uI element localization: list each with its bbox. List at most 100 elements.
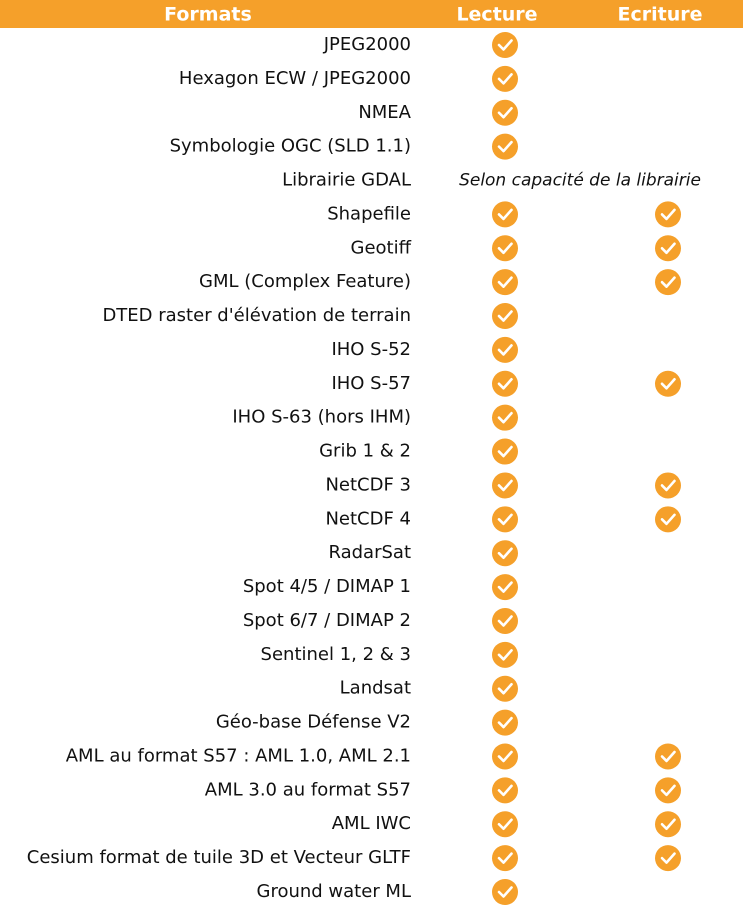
- check-tick: [497, 276, 513, 288]
- format-name: NetCDF 4: [325, 508, 411, 529]
- format-name: Shapefile: [327, 203, 411, 224]
- check-circle: [492, 506, 518, 533]
- check-circle: [655, 811, 681, 838]
- format-name: Grib 1 & 2: [319, 441, 411, 462]
- format-name: Geotiff: [351, 237, 412, 258]
- check-icon: [655, 472, 681, 499]
- format-name: GML (Complex Feature): [199, 271, 411, 292]
- check-circle: [492, 607, 518, 634]
- format-name: Symbologie OGC (SLD 1.1): [170, 136, 411, 157]
- check-tick: [497, 479, 513, 492]
- check-tick: [497, 411, 513, 424]
- format-name: RadarSat: [328, 542, 411, 563]
- format-name: JPEG2000: [323, 34, 411, 55]
- check-icon: [492, 65, 518, 92]
- check-icon: [492, 438, 518, 465]
- format-name: NetCDF 3: [325, 474, 411, 495]
- check-circle: [655, 506, 681, 533]
- check-tick: [497, 513, 513, 526]
- check-icon: [492, 879, 518, 905]
- check-circle: [655, 235, 681, 262]
- check-circle: [492, 269, 518, 296]
- check-circle: [655, 743, 681, 770]
- check-circle: [655, 201, 681, 228]
- check-circle: [492, 133, 518, 160]
- check-tick: [660, 852, 676, 864]
- check-icon: [492, 709, 518, 736]
- check-icon: [492, 845, 518, 872]
- check-icon: [655, 269, 681, 296]
- format-name: NMEA: [358, 102, 411, 123]
- check-icon: [655, 506, 681, 533]
- check-tick: [497, 886, 513, 898]
- format-name: Spot 6/7 / DIMAP 2: [243, 610, 411, 631]
- check-tick: [497, 716, 513, 729]
- check-tick: [497, 615, 513, 627]
- check-icon: [655, 845, 681, 872]
- check-circle: [492, 709, 518, 736]
- header-cell: Formats: [164, 4, 252, 26]
- check-icon: [492, 201, 518, 228]
- check-icon: [655, 370, 681, 397]
- check-circle: [492, 99, 518, 126]
- note: Selon capacité de la librairie: [459, 171, 701, 191]
- check-tick: [497, 106, 513, 119]
- check-circle: [655, 472, 681, 499]
- format-name: Géo-base Défense V2: [216, 712, 411, 733]
- check-circle: [492, 404, 518, 431]
- format-name: IHO S-63 (hors IHM): [232, 407, 411, 428]
- check-icon: [492, 540, 518, 567]
- check-circle: [655, 370, 681, 397]
- check-circle: [655, 845, 681, 872]
- check-tick: [497, 140, 513, 153]
- header-cell: Ecriture: [618, 4, 703, 26]
- check-icon: [492, 574, 518, 601]
- check-tick: [660, 242, 676, 255]
- format-name: Sentinel 1, 2 & 3: [261, 644, 411, 665]
- check-tick: [497, 547, 513, 559]
- check-circle: [492, 303, 518, 330]
- check-icon: [492, 32, 518, 58]
- check-tick: [497, 445, 513, 458]
- check-circle: [492, 811, 518, 838]
- format-name: IHO S-52: [331, 339, 411, 360]
- format-name: Ground water ML: [257, 881, 412, 902]
- check-icon: [655, 743, 681, 770]
- check-icon: [492, 675, 518, 702]
- check-tick: [497, 750, 513, 763]
- check-icon: [492, 99, 518, 126]
- check-tick: [660, 276, 676, 288]
- check-circle: [655, 269, 681, 296]
- check-icon: [492, 777, 518, 804]
- check-tick: [660, 378, 676, 390]
- check-tick: [660, 513, 676, 526]
- check-circle: [492, 675, 518, 702]
- check-tick: [660, 784, 676, 797]
- check-circle: [492, 201, 518, 228]
- check-circle: [492, 641, 518, 668]
- check-tick: [497, 682, 513, 695]
- check-tick: [497, 310, 513, 322]
- check-circle: [492, 743, 518, 770]
- check-icon: [492, 472, 518, 499]
- check-tick: [497, 649, 513, 661]
- check-icon: [492, 607, 518, 634]
- check-tick: [497, 581, 513, 593]
- format-name: Spot 4/5 / DIMAP 1: [243, 576, 411, 597]
- check-circle: [492, 574, 518, 601]
- check-icon: [655, 235, 681, 262]
- check-tick: [497, 73, 513, 85]
- format-name: Landsat: [340, 678, 411, 699]
- check-circle: [492, 777, 518, 804]
- check-icon: [492, 641, 518, 668]
- check-circle: [492, 845, 518, 872]
- format-name: Cesium format de tuile 3D et Vecteur GLT…: [27, 847, 411, 868]
- check-tick: [497, 852, 513, 864]
- check-circle: [492, 32, 518, 58]
- check-tick: [497, 242, 513, 255]
- check-tick: [497, 344, 513, 356]
- check-tick: [660, 750, 676, 763]
- check-circle: [492, 336, 518, 363]
- format-name: Librairie GDAL: [282, 170, 411, 191]
